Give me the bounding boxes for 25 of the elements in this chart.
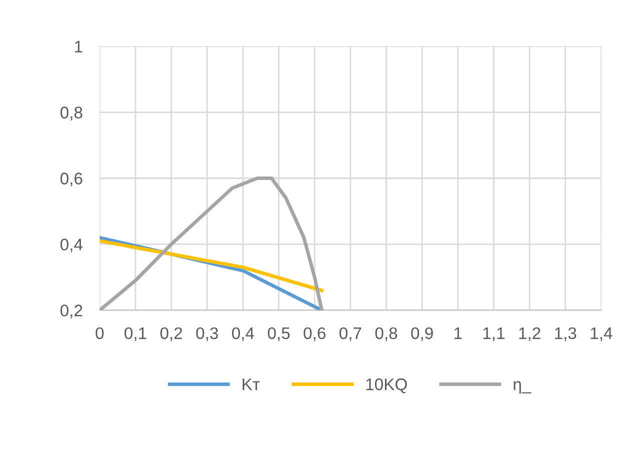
x-tick-label: 1,4	[590, 327, 612, 342]
line-series	[100, 239, 324, 292]
legend-label: 10KQ	[366, 378, 407, 394]
legend-label: Kт	[242, 378, 260, 390]
x-tick-label: 0,7	[340, 327, 362, 342]
x-tick-label: 0,6	[304, 327, 326, 342]
y-tick-label: 1	[75, 40, 82, 52]
x-tick-label: 0,9	[411, 327, 433, 342]
y-tick-label: 0,6	[60, 172, 82, 186]
y-tick-label: 0,4	[60, 238, 83, 252]
line-series	[100, 176, 324, 310]
x-tick-label: 1,2	[519, 327, 540, 342]
x-tick-label: 1,1	[483, 327, 505, 342]
x-tick-label: 1,3	[555, 327, 576, 342]
x-tick-label: 0	[96, 327, 104, 340]
x-tick-label: 1	[454, 327, 462, 339]
x-tick-label: 0,2	[160, 327, 182, 342]
x-tick-label: 0,3	[196, 327, 218, 342]
x-tick-label: 0,1	[124, 327, 146, 342]
x-tick-label: 0,5	[268, 327, 290, 342]
x-tick-label: 0,4	[232, 327, 254, 342]
x-tick-label: 0,8	[375, 327, 398, 342]
y-tick-label: 0,2	[60, 304, 82, 318]
legend-label: η_	[514, 381, 532, 394]
y-tick-label: 0,8	[60, 106, 82, 120]
